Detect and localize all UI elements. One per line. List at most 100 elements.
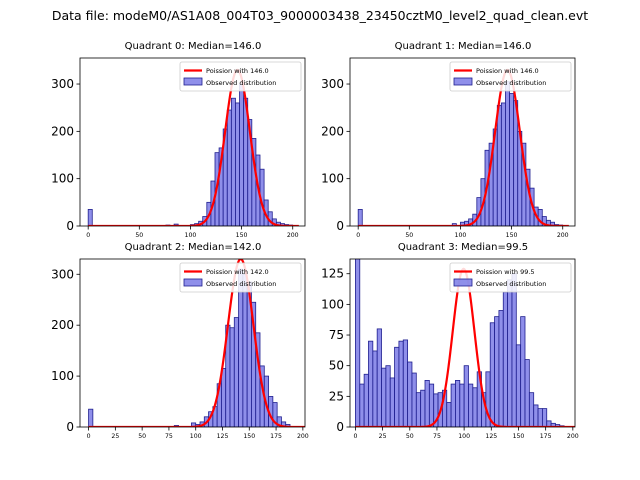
histogram-bar (494, 316, 500, 427)
x-tick-label: 125 (217, 433, 229, 440)
histogram-bar (505, 81, 510, 226)
legend-label-observed: Observed distribution (206, 79, 276, 87)
axes-frame (349, 57, 576, 227)
histogram-bar (402, 339, 409, 427)
x-tick-label: 100 (455, 232, 467, 239)
x-tick-label: 0 (353, 433, 357, 440)
histogram-bar (239, 83, 245, 226)
histogram-bar (472, 387, 478, 427)
histogram-bar (541, 408, 548, 427)
x-tick-label: 200 (297, 433, 309, 440)
histogram-bar (496, 104, 502, 226)
x-tick-label: 75 (433, 433, 441, 440)
histogram-bar (221, 368, 227, 427)
histogram-bar (355, 259, 361, 427)
poisson-curve (88, 259, 305, 427)
plot-area (88, 259, 305, 427)
figure-suptitle: Data file: modeM0/AS1A08_004T03_90000034… (52, 8, 588, 23)
legend-label-observed: Observed distribution (476, 79, 546, 87)
x-tick-label: 125 (485, 433, 497, 440)
subplot-title: Quadrant 0: Median=146.0 (125, 41, 262, 52)
histogram-bar (524, 359, 530, 427)
subplot-quadrant-3: Quadrant 3: Median=99.5 0 25 50 75 100 125 150… (321, 242, 579, 440)
legend-label-observed: Observed distribution (206, 280, 276, 288)
histogram-bar (359, 383, 365, 427)
legend-bar-swatch (453, 77, 473, 86)
histogram-bar (363, 373, 369, 427)
subplot-title: Quadrant 1: Median=146.0 (395, 41, 532, 52)
histogram-bar (520, 316, 526, 427)
histogram-bar (415, 392, 422, 427)
histogram-bar (533, 404, 539, 427)
y-tick-label: 200 (51, 124, 74, 138)
legend-label-poisson: Poission with 99.5 (476, 268, 535, 276)
legend-box (179, 61, 302, 92)
histogram-bar (368, 340, 374, 427)
x-tick-label: 175 (540, 433, 552, 440)
histogram-bar (528, 392, 535, 427)
histogram-bar (509, 93, 515, 226)
x-tick-label: 150 (513, 433, 525, 440)
histogram-bar (242, 273, 248, 427)
y-tick-label: 100 (51, 172, 74, 186)
histogram-bar (537, 408, 543, 427)
subplot-title: Quadrant 2: Median=142.0 (125, 242, 262, 253)
x-tick-label: 150 (506, 232, 518, 239)
x-tick-label: 0 (356, 232, 360, 239)
histogram-bar (372, 350, 378, 427)
histogram-bar (233, 317, 239, 427)
y-tick-label: 300 (51, 267, 74, 281)
histogram-bar (376, 328, 382, 427)
legend: Poission with 146.0 Observed distribution (449, 61, 572, 92)
histogram-bar (489, 322, 495, 427)
x-tick-label: 0 (86, 232, 90, 239)
legend-bar-swatch (183, 278, 203, 287)
x-tick-label: 50 (135, 232, 143, 239)
histogram-bar (450, 383, 456, 427)
y-tick-label: 300 (51, 77, 74, 91)
legend: Poission with 146.0 Observed distribution (179, 61, 302, 92)
histogram-bar (428, 383, 435, 427)
histogram-bar (381, 367, 387, 427)
legend-label-observed: Observed distribution (476, 280, 546, 288)
legend-label-poisson: Poission with 146.0 (476, 67, 539, 75)
x-tick-label: 25 (111, 433, 119, 440)
subplot-quadrant-0: Quadrant 0: Median=146.0 0 50 100 150 200 0 10… (51, 41, 306, 239)
histogram-bar (385, 365, 391, 427)
y-tick-label: 200 (321, 124, 344, 138)
histogram-bar (502, 291, 509, 427)
x-tick-label: 50 (406, 433, 414, 440)
histogram-bar (468, 383, 474, 427)
legend: Poission with 99.5 Observed distribution (449, 262, 572, 293)
histogram-bar (398, 340, 404, 427)
legend-bar-swatch (453, 278, 473, 287)
histogram-bar (507, 279, 513, 427)
y-tick-label: 100 (51, 369, 74, 383)
histogram-bar (515, 344, 522, 427)
legend: Poission with 142.0 Observed distribution (179, 262, 302, 293)
x-tick-label: 0 (87, 433, 91, 440)
subplot-quadrant-1: Quadrant 1: Median=146.0 0 50 100 150 200 0 10… (321, 41, 576, 239)
y-tick-label: 200 (51, 318, 74, 332)
y-tick-label: 0 (336, 219, 344, 233)
histogram-bar (394, 346, 400, 427)
y-tick-label: 0 (66, 420, 74, 434)
x-tick-label: 200 (567, 433, 579, 440)
histogram-bar (463, 365, 469, 427)
axes-frame (79, 57, 306, 227)
x-tick-label: 50 (138, 433, 146, 440)
axes-frame (349, 258, 576, 428)
x-tick-label: 100 (190, 433, 202, 440)
legend-bar-swatch (183, 77, 203, 86)
histogram-bar (513, 100, 519, 226)
y-tick-label: 0 (336, 420, 344, 434)
histogram-bar (230, 97, 236, 226)
x-tick-label: 100 (458, 433, 470, 440)
y-tick-label: 100 (321, 172, 344, 186)
plot-area (355, 259, 575, 427)
y-tick-label: 100 (321, 297, 344, 311)
histogram-bar (88, 408, 94, 427)
subplot-quadrant-2: Quadrant 2: Median=142.0 0 25 50 75 100 125 15… (51, 242, 309, 440)
histogram-bar (238, 268, 244, 427)
y-tick-label: 0 (66, 219, 74, 233)
